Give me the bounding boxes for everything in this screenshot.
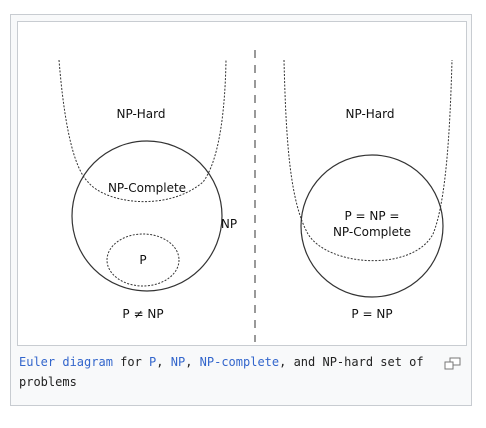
- caption-link-p[interactable]: P: [149, 355, 157, 369]
- euler-diagram-svg: NP-Hard NP-Complete NP P P ≠ NP NP-Hard …: [58, 50, 453, 342]
- right-np-hard-label: NP-Hard: [346, 107, 395, 121]
- left-relation-label: P ≠ NP: [122, 307, 163, 321]
- figure-caption: Euler diagram for P, NP, NP-complete, an…: [19, 352, 439, 392]
- right-relation-label: P = NP: [351, 307, 392, 321]
- left-np-complete-label: NP-Complete: [108, 181, 186, 195]
- left-p-label: P: [139, 253, 146, 267]
- caption-link-np[interactable]: NP: [170, 355, 186, 369]
- magnify-clip-icon[interactable]: [444, 356, 462, 370]
- left-p-ellipse: [106, 233, 180, 287]
- left-np-label: NP: [221, 217, 237, 231]
- caption-link-np-complete[interactable]: NP-complete: [199, 355, 280, 369]
- left-np-circle: [71, 140, 223, 292]
- euler-diagram[interactable]: NP-Hard NP-Complete NP P P ≠ NP NP-Hard …: [17, 21, 467, 346]
- caption-text-for: for: [112, 355, 150, 369]
- caption-text-end: , and NP-hard set of problems: [19, 355, 424, 389]
- caption-link-euler-diagram[interactable]: Euler diagram: [19, 355, 113, 369]
- right-merged-circle: [300, 154, 444, 298]
- caption-separator: ,: [156, 355, 171, 369]
- right-merged-label-line1: P = NP =: [344, 209, 399, 223]
- figure-thumbnail: NP-Hard NP-Complete NP P P ≠ NP NP-Hard …: [10, 14, 472, 406]
- caption-separator: ,: [185, 355, 200, 369]
- right-merged-label-line2: NP-Complete: [333, 225, 411, 239]
- left-np-hard-curve: [58, 59, 227, 202]
- magnify-clip-icon-svg: [444, 357, 461, 370]
- left-np-hard-label: NP-Hard: [117, 107, 166, 121]
